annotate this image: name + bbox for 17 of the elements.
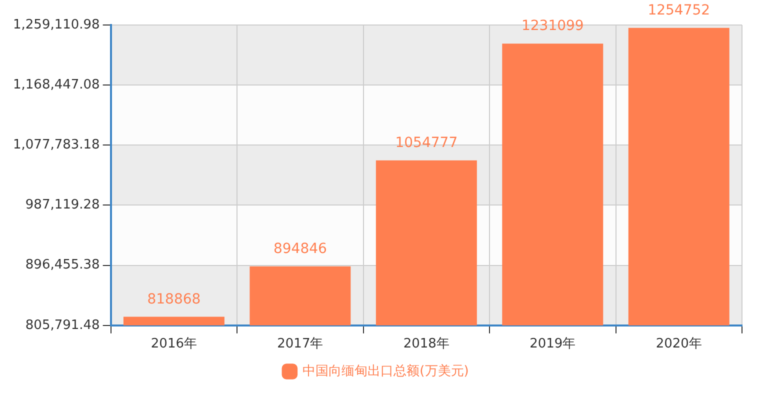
data-label: 1231099 [521,18,584,34]
y-tick-label: 805,791.48 [25,318,100,333]
x-tick-label: 2018年 [403,336,450,352]
y-tick-label: 1,168,447.08 [12,77,100,92]
data-label: 818868 [147,291,201,308]
y-tick-label: 987,119.28 [25,198,100,213]
data-label: 894846 [273,241,327,258]
y-tick-label: 896,455.38 [25,258,100,273]
x-tick-label: 2016年 [150,336,197,352]
data-label: 1054777 [395,135,458,152]
x-tick-label: 2017年 [277,336,324,352]
legend-label: 中国向缅甸出口总额(万美元) [302,362,469,379]
x-tick-label: 2020年 [656,336,702,352]
data-label: 1254752 [648,2,710,19]
y-tick-label: 1,077,783.18 [12,138,100,153]
y-tick-label: 1,259,110.98 [12,17,100,32]
x-tick-label: 2019年 [530,336,576,352]
